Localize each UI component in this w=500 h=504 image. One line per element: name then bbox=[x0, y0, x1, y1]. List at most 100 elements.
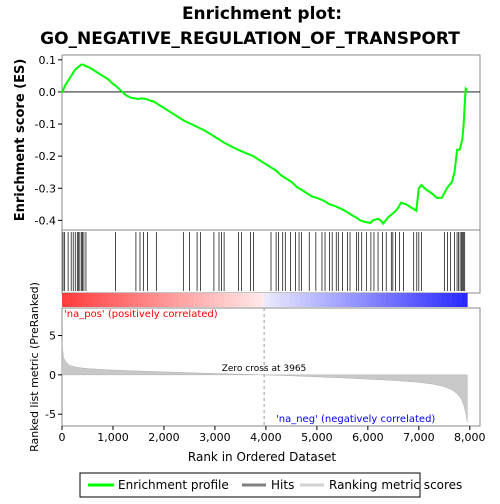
heatbar-cell bbox=[178, 293, 184, 307]
heatbar-cell bbox=[168, 293, 174, 307]
es-y-tick-label: -0.3 bbox=[35, 182, 56, 195]
heatbar-cell bbox=[325, 293, 331, 307]
heatbar-cell bbox=[82, 293, 88, 307]
heatbar-cell bbox=[355, 293, 362, 307]
heatbar-cell bbox=[416, 293, 423, 307]
heatbar-cell bbox=[183, 293, 190, 307]
heatbar-cell bbox=[117, 293, 124, 307]
metric-area bbox=[61, 341, 468, 423]
x-tick-label: 8,000 bbox=[454, 431, 486, 444]
heatbar-cell bbox=[259, 293, 266, 307]
heatbar-cell bbox=[284, 293, 291, 307]
heatbar-cell bbox=[137, 293, 144, 307]
heatbar-cell bbox=[406, 293, 412, 307]
heatbar-cell bbox=[269, 293, 276, 307]
heatbar-cell bbox=[77, 293, 83, 307]
legend-label-enrichment: Enrichment profile bbox=[118, 478, 229, 492]
pos-label: 'na_pos' (positively correlated) bbox=[64, 309, 218, 320]
heatbar-cell bbox=[411, 293, 417, 307]
x-tick-label: 5,000 bbox=[301, 431, 333, 444]
heatbar-cell bbox=[208, 293, 215, 307]
heatbar-cell bbox=[239, 293, 245, 307]
hits-panel bbox=[61, 229, 481, 307]
legend-label-ranking: Ranking metric scores bbox=[329, 478, 462, 492]
heatbar-cell bbox=[122, 293, 129, 307]
heatbar-cell bbox=[441, 293, 448, 307]
heatbar-cell bbox=[295, 293, 301, 307]
heatbar-cell bbox=[335, 293, 342, 307]
heatbar-cell bbox=[102, 293, 108, 307]
heatbar-cell bbox=[289, 293, 296, 307]
es-line bbox=[61, 63, 469, 226]
heatbar-cell bbox=[72, 293, 78, 307]
heatbar-cell bbox=[193, 293, 200, 307]
hit-marks bbox=[62, 232, 466, 291]
heatbar-cell bbox=[431, 293, 438, 307]
heatbar-cell bbox=[97, 293, 103, 307]
heatbar-cell bbox=[426, 293, 433, 307]
x-tick-label: 0 bbox=[59, 431, 66, 444]
heatbar-cell bbox=[315, 293, 321, 307]
heatbar-cell bbox=[234, 293, 240, 307]
heatbar-cell bbox=[198, 293, 205, 307]
heatbar-cell bbox=[381, 293, 387, 307]
heatbar-cell bbox=[112, 293, 119, 307]
es-y-tick-label: -0.4 bbox=[35, 214, 56, 227]
heatbar-cell bbox=[345, 293, 352, 307]
heatbar-cell bbox=[391, 293, 397, 307]
heatbar-cell bbox=[224, 293, 230, 307]
heatbar-cell bbox=[300, 293, 306, 307]
heatbar-cell bbox=[132, 293, 139, 307]
heatbar-cell bbox=[446, 293, 453, 307]
heatbar-cell bbox=[203, 293, 210, 307]
heatbar-cell bbox=[396, 293, 402, 307]
heatbar-cell bbox=[67, 293, 73, 307]
heatbar-cell bbox=[244, 293, 250, 307]
x-tick-label: 7,000 bbox=[403, 431, 435, 444]
heatbar-cell bbox=[360, 293, 367, 307]
x-tick-label: 6,000 bbox=[352, 431, 384, 444]
heatbar-cell bbox=[350, 293, 357, 307]
heatbar-cell bbox=[421, 293, 428, 307]
metric-ylabel: Ranked list metric (PreRanked) bbox=[28, 282, 41, 452]
chart-title-line-1: Enrichment plot: bbox=[182, 4, 342, 24]
x-tick-label: 1,000 bbox=[97, 431, 129, 444]
heatbar-cell bbox=[274, 293, 281, 307]
metric-y-tick-label: -5 bbox=[45, 408, 56, 421]
heatbar-cell bbox=[107, 293, 114, 307]
metric-y-tick-label: 0 bbox=[49, 369, 56, 382]
metric-y-ticks: 5 0 -5 bbox=[45, 330, 62, 421]
heatbar-cell bbox=[148, 293, 154, 307]
heatbar-cell bbox=[163, 293, 169, 307]
es-y-tick-label: -0.2 bbox=[35, 150, 56, 163]
heatbar-cell bbox=[254, 293, 260, 307]
chart-title-line-2: GO_NEGATIVE_REGULATION_OF_TRANSPORT bbox=[40, 29, 460, 49]
heatbar-cell bbox=[376, 293, 382, 307]
neg-label: 'na_neg' (negatively correlated) bbox=[276, 414, 435, 425]
es-ylabel: Enrichment score (ES) bbox=[13, 59, 28, 222]
es-y-tick-label: 0.0 bbox=[39, 86, 57, 99]
x-tick-label: 4,000 bbox=[250, 431, 282, 444]
heatbar-cell bbox=[87, 293, 93, 307]
heatbar-cell bbox=[305, 293, 311, 307]
heatbar-cell bbox=[457, 293, 463, 307]
heatbar-cell bbox=[143, 293, 149, 307]
heatbar-cell bbox=[188, 293, 195, 307]
heatbar-cell bbox=[264, 293, 271, 307]
x-axis-label: Rank in Ordered Dataset bbox=[188, 450, 336, 464]
legend: Enrichment profile Hits Ranking metric s… bbox=[79, 472, 462, 498]
heatbar-cell bbox=[127, 293, 134, 307]
es-y-tick-label: 0.1 bbox=[39, 54, 57, 67]
heatbar-cell bbox=[386, 293, 392, 307]
heatbar-cell bbox=[249, 293, 255, 307]
heatbar-cell bbox=[436, 293, 443, 307]
heatbar-cell bbox=[371, 293, 377, 307]
legend-label-hits: Hits bbox=[271, 478, 294, 492]
heatbar-cell bbox=[219, 293, 225, 307]
zero-cross-label: Zero cross at 3965 bbox=[222, 364, 307, 374]
rank-heatbar bbox=[62, 293, 468, 307]
metric-y-tick-label: 5 bbox=[49, 330, 56, 343]
heatbar-cell bbox=[452, 293, 458, 307]
heatbar-cell bbox=[229, 293, 235, 307]
